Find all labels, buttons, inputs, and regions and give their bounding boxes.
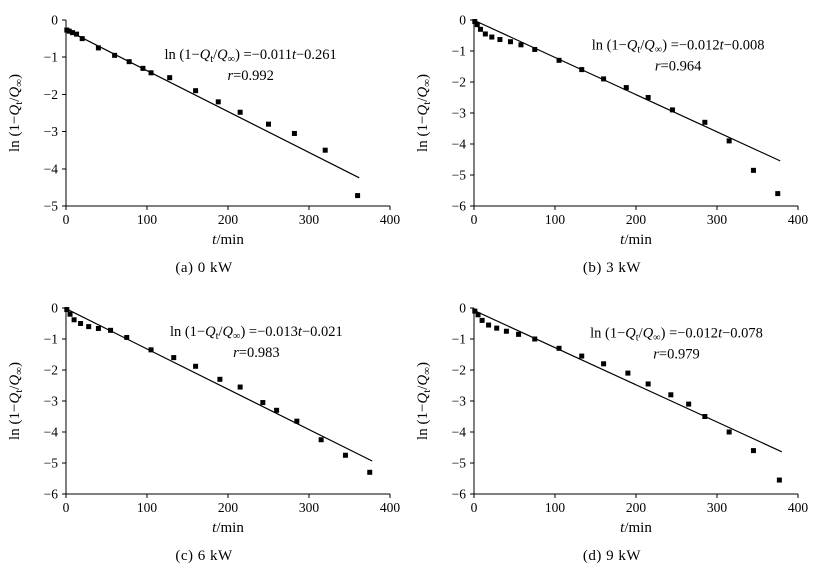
svg-text:−6: −6 (452, 199, 467, 214)
chart-area-6kw: 0 100 200 300 400 0 −1 −2 −3 −4 −5 −6 ln (1−Qt/Q∞) =… (4, 296, 404, 546)
svg-text:−5: −5 (452, 456, 467, 471)
svg-text:−3: −3 (44, 124, 59, 139)
scatter-points (472, 308, 782, 483)
equation-label: ln (1−Qt/Q∞) =−0.012t−0.078 (590, 325, 763, 343)
svg-text:300: 300 (707, 500, 728, 515)
svg-text:0: 0 (63, 500, 70, 515)
fit-line (473, 19, 781, 162)
svg-text:−2: −2 (44, 87, 58, 102)
svg-text:400: 400 (380, 500, 401, 515)
svg-text:100: 100 (545, 212, 566, 227)
svg-text:−5: −5 (452, 168, 467, 183)
svg-text:0: 0 (63, 212, 70, 227)
svg-text:−3: −3 (452, 106, 467, 121)
axes (470, 19, 799, 210)
y-tick-labels: 0 −1 −2 −3 −4 −5 −6 (452, 13, 467, 214)
y-axis-label: ln (1−Qt/Q∞) (7, 74, 25, 152)
svg-text:100: 100 (137, 212, 158, 227)
svg-text:100: 100 (545, 500, 566, 515)
x-tick-labels: 0 100 200 300 400 (471, 212, 809, 227)
chart-svg: 0 100 200 300 400 0 −1 −2 −3 −4 −5 −6 ln (1−Qt/Q∞) =… (415, 301, 809, 537)
svg-text:−1: −1 (44, 50, 58, 65)
x-axis-label: t/min (620, 520, 652, 536)
subplot-c: 0 100 200 300 400 0 −1 −2 −3 −4 −5 −6 ln (1−Qt/Q∞) =… (0, 288, 408, 576)
chart-svg: 0 100 200 300 400 0 −1 −2 −3 −4 −5 ln (1−Qt/Q∞) =−0… (7, 13, 401, 249)
x-axis-label: t/min (212, 232, 244, 248)
svg-text:400: 400 (380, 212, 401, 227)
svg-text:−1: −1 (44, 332, 58, 347)
svg-text:0: 0 (51, 13, 58, 28)
y-tick-labels: 0 −1 −2 −3 −4 −5 −6 (452, 301, 467, 502)
equation-label: ln (1−Qt/Q∞) =−0.011t−0.261 (165, 47, 337, 65)
svg-text:400: 400 (788, 500, 809, 515)
svg-text:−1: −1 (452, 332, 466, 347)
svg-text:200: 200 (626, 212, 647, 227)
y-axis-label: ln (1−Qt/Q∞) (7, 362, 25, 440)
x-axis-label: t/min (212, 520, 244, 536)
equation-label: ln (1−Qt/Q∞) =−0.012t−0.008 (592, 37, 765, 55)
svg-text:−4: −4 (452, 137, 467, 152)
svg-text:−1: −1 (452, 44, 466, 59)
fit-line (65, 308, 373, 462)
svg-text:−2: −2 (452, 363, 466, 378)
svg-text:−6: −6 (44, 487, 59, 502)
correlation-label: r=0.979 (653, 346, 699, 362)
axes (470, 307, 799, 498)
x-tick-labels: 0 100 200 300 400 (63, 500, 401, 515)
svg-text:0: 0 (471, 500, 478, 515)
scatter-points (64, 27, 361, 199)
scatter-points (472, 19, 781, 197)
subplot-d: 0 100 200 300 400 0 −1 −2 −3 −4 −5 −6 ln (1−Qt/Q∞) =… (408, 288, 816, 576)
caption-c: (c) 6 kW (175, 548, 233, 564)
svg-text:200: 200 (218, 500, 239, 515)
equation-label: ln (1−Qt/Q∞) =−0.013t−0.021 (170, 324, 343, 342)
axes (62, 307, 391, 498)
caption-b: (b) 3 kW (582, 260, 642, 276)
svg-text:−2: −2 (452, 75, 466, 90)
svg-text:−4: −4 (44, 161, 59, 176)
x-tick-labels: 0 100 200 300 400 (63, 212, 401, 227)
svg-text:200: 200 (218, 212, 239, 227)
x-axis-label: t/min (620, 232, 652, 248)
svg-text:−3: −3 (44, 394, 59, 409)
x-tick-labels: 0 100 200 300 400 (471, 500, 809, 515)
svg-text:300: 300 (299, 212, 320, 227)
chart-svg: 0 100 200 300 400 0 −1 −2 −3 −4 −5 −6 ln (1−Qt/Q∞) =… (415, 13, 809, 249)
y-tick-labels: 0 −1 −2 −3 −4 −5 −6 (44, 301, 59, 502)
svg-text:400: 400 (788, 212, 809, 227)
subplot-a: 0 100 200 300 400 0 −1 −2 −3 −4 −5 ln (1−Qt/Q∞) =−0… (0, 0, 408, 288)
caption-d: (d) 9 kW (582, 548, 642, 564)
chart-area-3kw: 0 100 200 300 400 0 −1 −2 −3 −4 −5 −6 ln (1−Qt/Q∞) =… (412, 8, 812, 258)
svg-text:−6: −6 (452, 487, 467, 502)
subplot-b: 0 100 200 300 400 0 −1 −2 −3 −4 −5 −6 ln (1−Qt/Q∞) =… (408, 0, 816, 288)
svg-text:−4: −4 (44, 425, 59, 440)
svg-text:200: 200 (626, 500, 647, 515)
chart-svg: 0 100 200 300 400 0 −1 −2 −3 −4 −5 −6 ln (1−Qt/Q∞) =… (7, 301, 401, 537)
svg-text:300: 300 (707, 212, 728, 227)
svg-text:−4: −4 (452, 425, 467, 440)
svg-text:0: 0 (51, 301, 58, 316)
y-tick-labels: 0 −1 −2 −3 −4 −5 (44, 13, 59, 214)
correlation-label: r=0.992 (227, 68, 273, 84)
axes (62, 19, 391, 210)
scatter-points (64, 307, 373, 475)
svg-text:−5: −5 (44, 199, 59, 214)
svg-text:−2: −2 (44, 363, 58, 378)
correlation-label: r=0.964 (655, 58, 702, 74)
correlation-label: r=0.983 (233, 345, 279, 361)
y-axis-label: ln (1−Qt/Q∞) (415, 74, 433, 152)
chart-area-9kw: 0 100 200 300 400 0 −1 −2 −3 −4 −5 −6 ln (1−Qt/Q∞) =… (412, 296, 812, 546)
svg-text:300: 300 (299, 500, 320, 515)
chart-area-0kw: 0 100 200 300 400 0 −1 −2 −3 −4 −5 ln (1−Qt/Q∞) =−0… (4, 8, 404, 258)
y-axis-label: ln (1−Qt/Q∞) (415, 362, 433, 440)
svg-text:0: 0 (471, 212, 478, 227)
svg-text:−5: −5 (44, 456, 59, 471)
svg-text:0: 0 (459, 301, 466, 316)
svg-text:0: 0 (459, 13, 466, 28)
svg-text:−3: −3 (452, 394, 467, 409)
caption-a: (a) 0 kW (175, 260, 233, 276)
fit-line (473, 309, 783, 453)
svg-text:100: 100 (137, 500, 158, 515)
